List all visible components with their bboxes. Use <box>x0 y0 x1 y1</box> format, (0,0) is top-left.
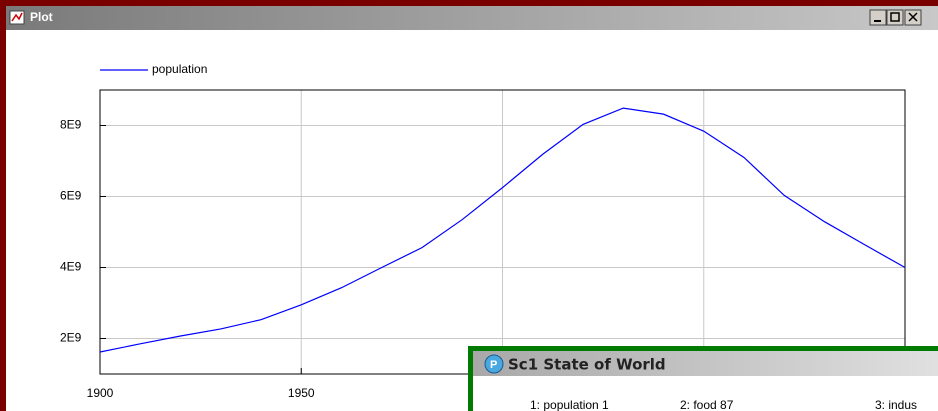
series-line <box>99 107 906 353</box>
y-tick-label: 4E9 <box>60 260 82 274</box>
y-tick-label: 6E9 <box>60 189 82 203</box>
overlay-icon-letter: P <box>490 359 497 371</box>
legend-label: population <box>152 62 207 76</box>
overlay-title-bar <box>473 351 938 376</box>
title-bar <box>6 6 938 30</box>
overlay-icon <box>484 354 504 374</box>
x-tick-label: 1900 <box>87 386 114 400</box>
minimize-button[interactable] <box>869 9 887 26</box>
y-tick-label: 8E9 <box>60 118 82 132</box>
overlay-item: 3: indus <box>875 398 917 411</box>
x-tick-label: 1950 <box>288 386 315 400</box>
overlay-title: Sc1 State of World <box>508 356 666 374</box>
maximize-glyph <box>890 12 900 22</box>
window-title: Plot <box>30 10 53 24</box>
overlay-item: 2: food 87 <box>680 398 734 411</box>
overlay-body <box>473 376 938 411</box>
window-controls[interactable] <box>869 9 922 26</box>
overlay-window[interactable]: P Sc1 State of World 1: population 1 2: f… <box>468 346 938 411</box>
y-tick-label: 2E9 <box>60 331 82 345</box>
window-icon-glyph <box>11 12 23 22</box>
close-glyph <box>908 12 918 22</box>
overlay-item: 1: population 1 <box>530 398 609 411</box>
